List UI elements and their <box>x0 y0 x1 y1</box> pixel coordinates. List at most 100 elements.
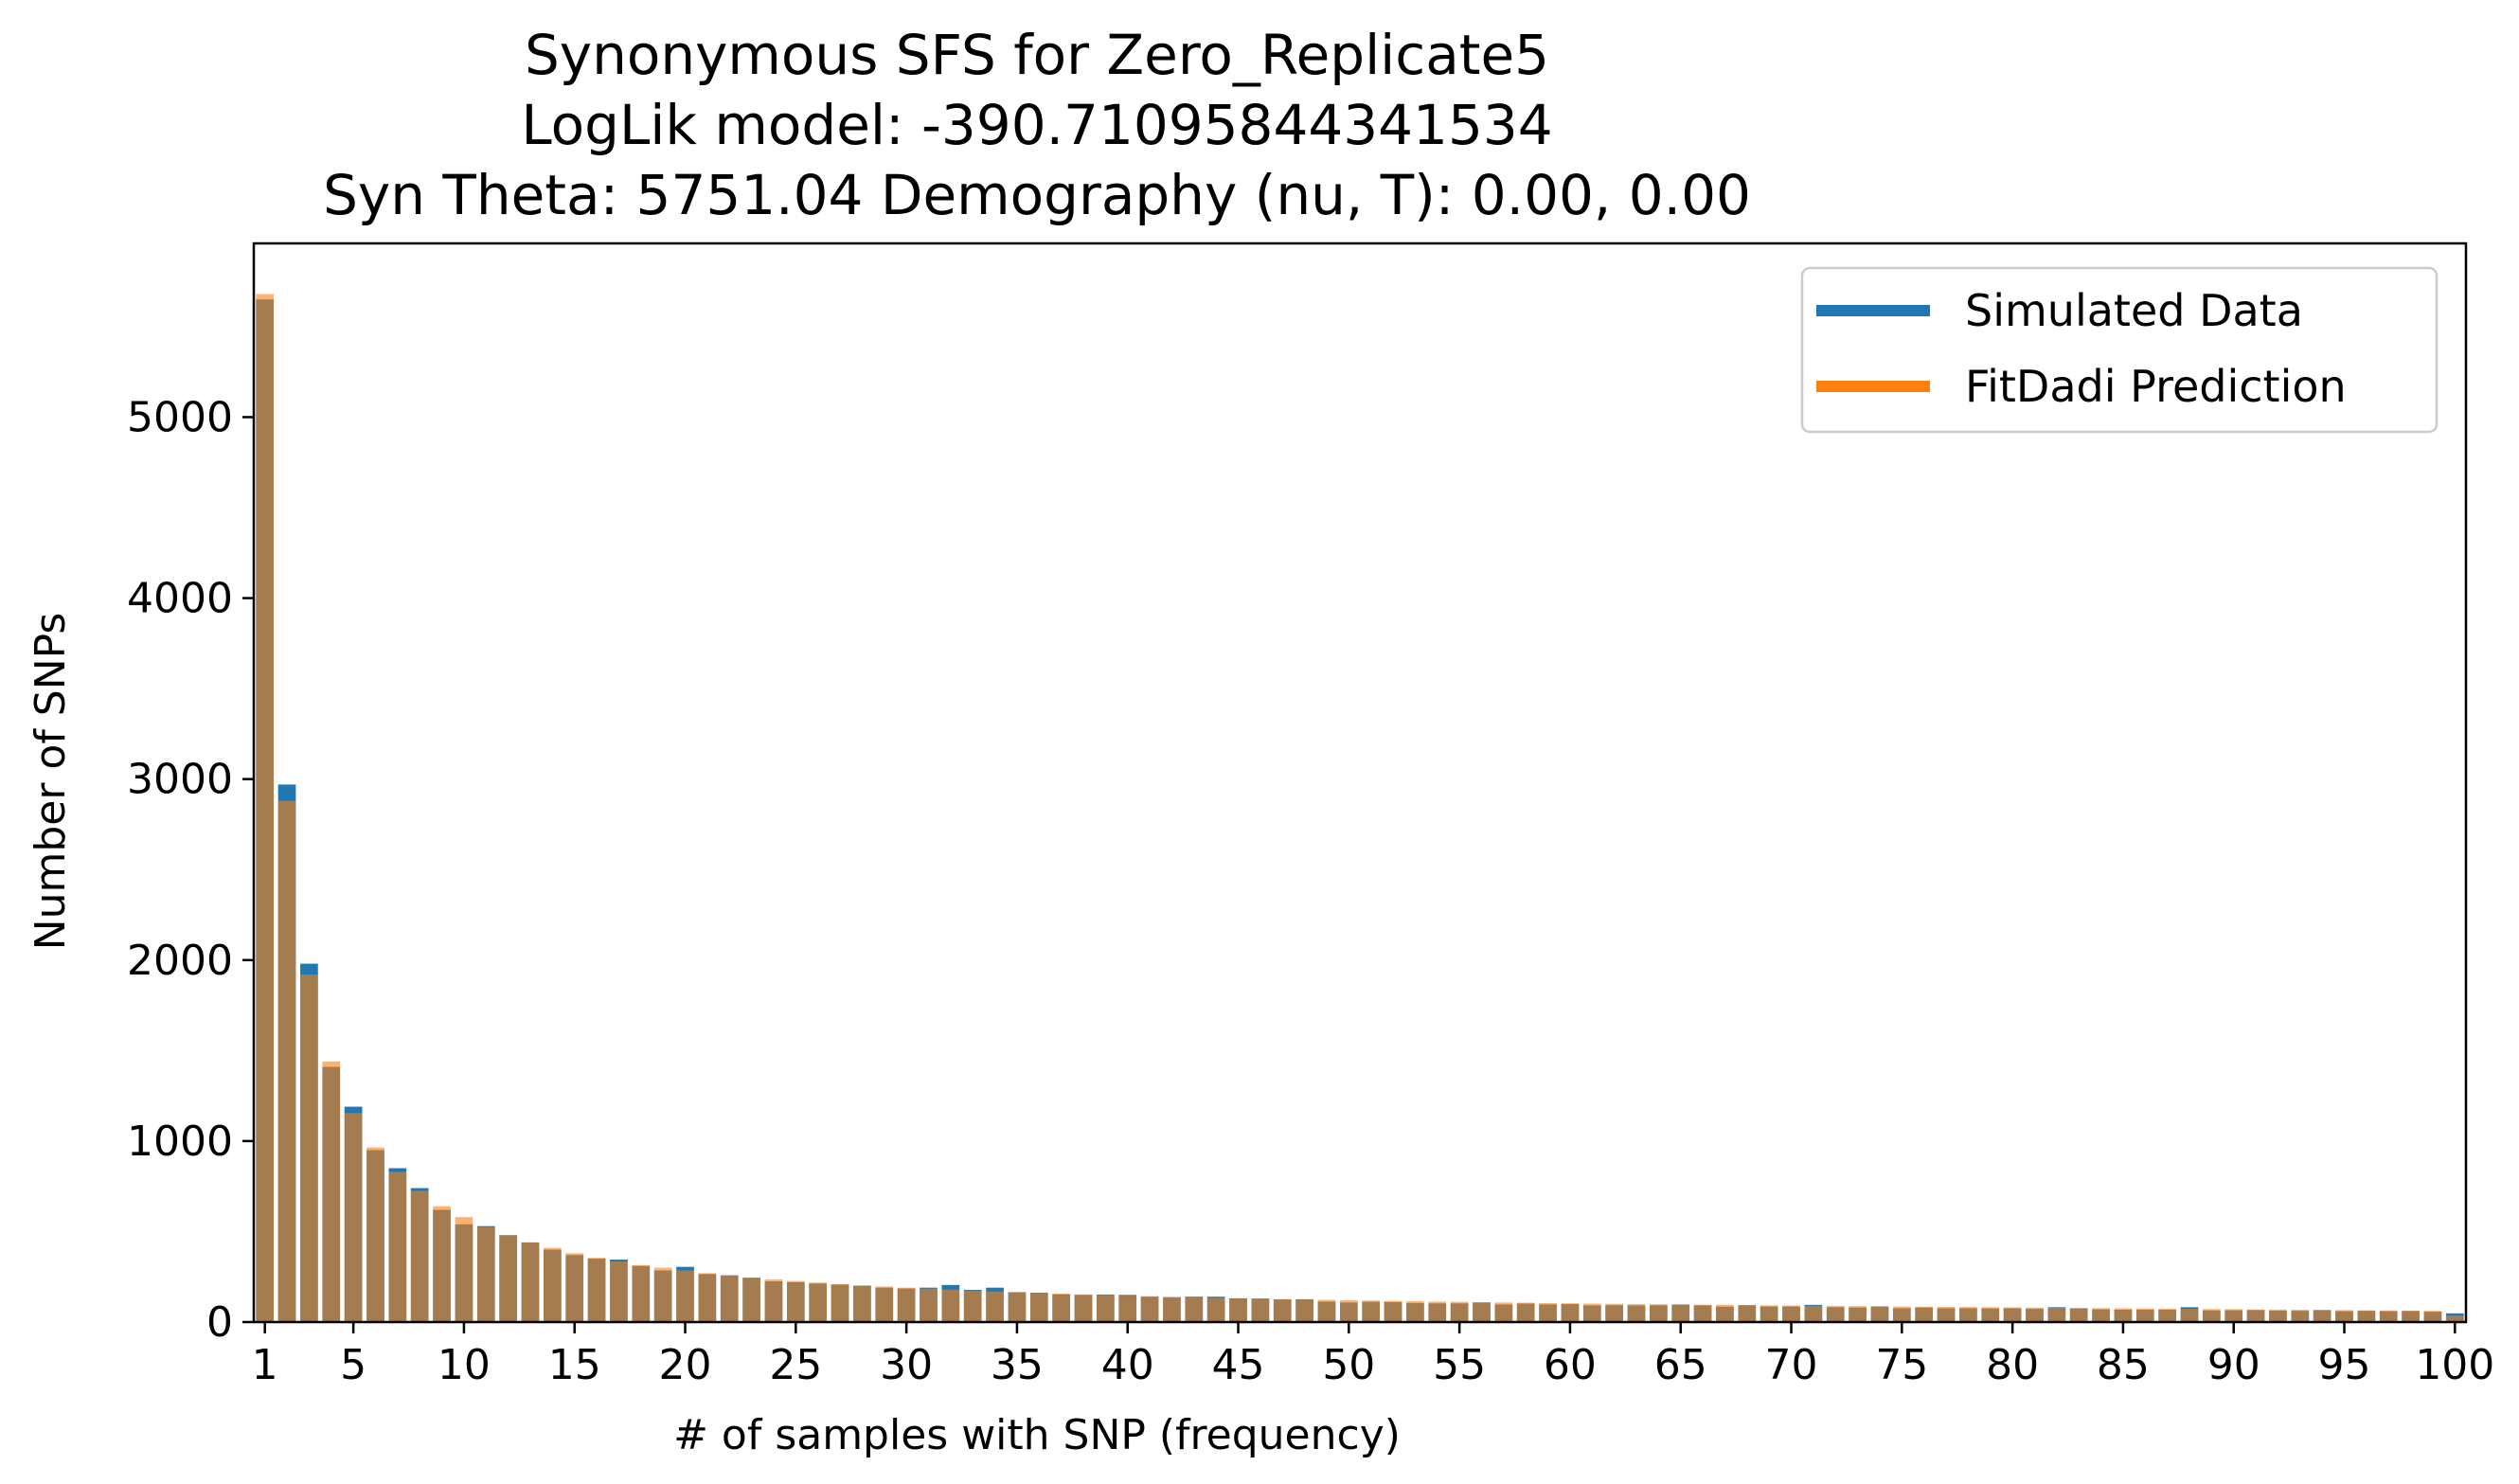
bar-fitdadi-95 <box>2335 1310 2353 1322</box>
bar-fitdadi-63 <box>1627 1304 1646 1322</box>
x-tick-label-60: 60 <box>1544 1341 1597 1389</box>
bar-fitdadi-48 <box>1295 1299 1313 1322</box>
bar-fitdadi-11 <box>476 1226 495 1322</box>
bar-fitdadi-41 <box>1140 1296 1159 1322</box>
bar-fitdadi-90 <box>2224 1309 2243 1322</box>
bar-fitdadi-8 <box>410 1190 429 1322</box>
x-tick-label-15: 15 <box>548 1341 601 1389</box>
x-axis: 1 5 10 15 20 25 30 35 40 45 50 55 60 65 70 75 80 85 90 95 10… <box>252 1322 2494 1389</box>
bar-fitdadi-96 <box>2357 1310 2376 1322</box>
y-tick-label-2000: 2000 <box>127 937 233 985</box>
x-tick-label-45: 45 <box>1212 1341 1265 1389</box>
bar-fitdadi-72 <box>1826 1305 1845 1322</box>
x-tick-label-55: 55 <box>1433 1341 1486 1389</box>
y-tick-label-3000: 3000 <box>127 756 233 804</box>
bar-fitdadi-49 <box>1317 1299 1336 1322</box>
x-tick-label-25: 25 <box>769 1341 822 1389</box>
bar-fitdadi-79 <box>1981 1307 2000 1322</box>
bar-fitdadi-56 <box>1473 1301 1491 1322</box>
bar-fitdadi-30 <box>897 1287 916 1322</box>
bar-fitdadi-4 <box>322 1061 341 1322</box>
bar-fitdadi-92 <box>2269 1309 2287 1322</box>
bar-fitdadi-64 <box>1650 1304 1668 1322</box>
bar-fitdadi-73 <box>1849 1306 1867 1322</box>
x-tick-label-35: 35 <box>991 1341 1044 1389</box>
bar-fitdadi-21 <box>698 1273 717 1322</box>
bar-fitdadi-26 <box>809 1282 828 1322</box>
chart-title-line-3: Syn Theta: 5751.04 Demography (nu, T): 0… <box>323 163 1751 227</box>
bar-fitdadi-97 <box>2379 1310 2398 1322</box>
bar-fitdadi-89 <box>2203 1309 2221 1322</box>
bar-fitdadi-65 <box>1671 1304 1690 1322</box>
chart-title-line-1: Synonymous SFS for Zero_Replicate5 <box>525 23 1549 87</box>
x-tick-label-75: 75 <box>1875 1341 1928 1389</box>
x-tick-label-40: 40 <box>1101 1341 1154 1389</box>
x-tick-label-90: 90 <box>2207 1341 2260 1389</box>
bar-fitdadi-76 <box>1915 1306 1934 1322</box>
legend-label-2: FitDadi Prediction <box>1965 361 2347 412</box>
bar-fitdadi-14 <box>544 1247 562 1322</box>
bar-fitdadi-51 <box>1362 1300 1381 1322</box>
x-tick-label-10: 10 <box>438 1341 491 1389</box>
x-tick-label-85: 85 <box>2097 1341 2150 1389</box>
bar-fitdadi-28 <box>853 1285 871 1322</box>
legend: Simulated Data FitDadi Prediction <box>1800 266 2439 434</box>
bar-fitdadi-75 <box>1892 1306 1911 1322</box>
bar-fitdadi-7 <box>388 1171 407 1322</box>
bar-fitdadi-46 <box>1251 1298 1270 1322</box>
bar-fitdadi-1 <box>256 294 275 1323</box>
bar-fitdadi-43 <box>1185 1296 1204 1322</box>
x-tick-label-30: 30 <box>880 1341 933 1389</box>
y-tick-label-4000: 4000 <box>127 575 233 623</box>
legend-box <box>1800 266 2439 434</box>
bar-fitdadi-25 <box>786 1280 805 1322</box>
bar-fitdadi-74 <box>1870 1306 1889 1322</box>
bar-fitdadi-34 <box>986 1291 1004 1322</box>
bar-fitdadi-31 <box>920 1288 938 1322</box>
bar-fitdadi-18 <box>632 1264 651 1322</box>
bar-fitdadi-52 <box>1384 1300 1402 1322</box>
bar-fitdadi-70 <box>1782 1305 1800 1322</box>
bar-fitdadi-68 <box>1738 1305 1757 1322</box>
bar-fitdadi-94 <box>2313 1310 2331 1322</box>
bar-fitdadi-82 <box>2047 1307 2066 1322</box>
chart-title: Synonymous SFS for Zero_Replicate5 LogLi… <box>323 23 1751 227</box>
bar-fitdadi-17 <box>610 1261 628 1322</box>
x-tick-label-1: 1 <box>252 1341 278 1389</box>
bar-fitdadi-42 <box>1163 1296 1181 1322</box>
x-tick-label-80: 80 <box>1986 1341 2039 1389</box>
x-tick-label-5: 5 <box>340 1341 366 1389</box>
bar-fitdadi-50 <box>1339 1299 1358 1322</box>
bar-fitdadi-55 <box>1450 1301 1469 1322</box>
plot-frame <box>252 241 2468 1324</box>
bar-fitdadi-19 <box>653 1267 672 1322</box>
bar-fitdadi-39 <box>1097 1295 1115 1322</box>
bar-fitdadi-38 <box>1074 1294 1093 1322</box>
bar-fitdadi-9 <box>433 1206 451 1322</box>
bar-fitdadi-98 <box>2402 1310 2420 1322</box>
bar-fitdadi-20 <box>676 1270 694 1322</box>
bar-fitdadi-85 <box>2114 1308 2133 1322</box>
x-tick-label-20: 20 <box>659 1341 712 1389</box>
x-tick-label-95: 95 <box>2318 1341 2371 1389</box>
y-axis-label: Number of SNPs <box>27 613 75 951</box>
bar-fitdadi-60 <box>1561 1303 1580 1322</box>
bar-fitdadi-87 <box>2158 1308 2176 1322</box>
legend-label-1: Simulated Data <box>1965 285 2303 336</box>
bar-fitdadi-77 <box>1937 1306 1956 1322</box>
bar-fitdadi-54 <box>1428 1301 1447 1322</box>
bar-fitdadi-36 <box>1029 1293 1048 1322</box>
bar-fitdadi-100 <box>2445 1315 2464 1322</box>
y-tick-label-5000: 5000 <box>127 393 233 441</box>
bar-fitdadi-61 <box>1582 1303 1601 1322</box>
bar-fitdadi-44 <box>1206 1297 1225 1322</box>
bars-fitdadi-prediction <box>256 294 2464 1323</box>
y-tick-label-0: 0 <box>206 1298 233 1347</box>
bar-fitdadi-58 <box>1516 1302 1535 1322</box>
bar-fitdadi-22 <box>720 1275 739 1322</box>
bar-fitdadi-59 <box>1539 1302 1557 1322</box>
bar-fitdadi-32 <box>941 1289 960 1322</box>
bar-fitdadi-13 <box>521 1242 540 1322</box>
